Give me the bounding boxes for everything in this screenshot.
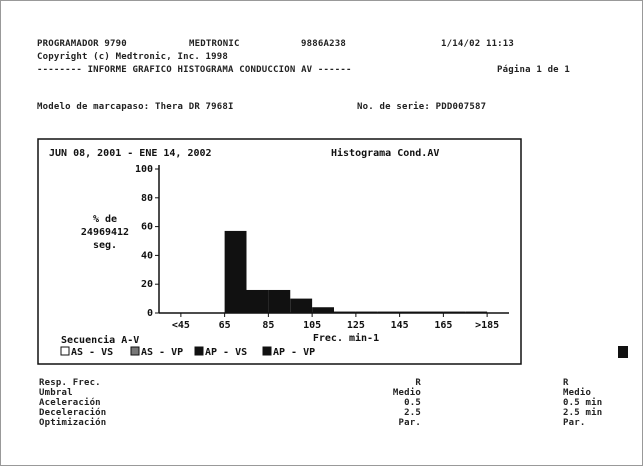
parameter-cell: Aceleración	[39, 398, 101, 408]
maker: MEDTRONIC	[189, 39, 240, 49]
parameter-cell: Par.	[398, 418, 421, 428]
y-tick-label: 60	[141, 222, 153, 233]
bar	[443, 311, 466, 313]
x-tick-label: <45	[172, 320, 190, 331]
parameter-cell: Resp. Frec.	[39, 378, 101, 388]
model: Modelo de marcapaso: Thera DR 7968I	[37, 102, 234, 112]
bar	[465, 311, 488, 313]
legend-swatch	[262, 346, 272, 356]
parameter-cell: Par.	[563, 418, 586, 428]
page-number: Página 1 de 1	[497, 65, 571, 75]
y-axis-label: % de	[93, 214, 117, 225]
bar	[268, 289, 291, 313]
y-tick-label: 20	[141, 279, 153, 290]
x-tick-label: 85	[262, 320, 274, 331]
copyright: Copyright (c) Medtronic, Inc. 1998	[37, 52, 229, 62]
serial: No. de serie: PDD007587	[357, 102, 487, 112]
x-axis-label: Frec. min-1	[313, 332, 379, 344]
code: 9886A238	[301, 39, 346, 49]
report-title: -------- INFORME GRAFICO HISTOGRAMA COND…	[37, 65, 352, 75]
legend-swatch	[60, 346, 70, 356]
bar	[312, 307, 334, 313]
legend-swatch	[194, 346, 204, 356]
y-tick-label: 40	[141, 250, 153, 261]
y-axis-label: seg.	[93, 240, 117, 251]
bar	[399, 311, 422, 313]
bar	[334, 311, 356, 313]
legend-label: AP - VS	[205, 347, 247, 358]
parameter-cell: Umbral	[39, 388, 73, 398]
marker-square	[618, 346, 628, 358]
parameter-cell: R	[563, 378, 569, 388]
parameter-cell: Optimización	[39, 418, 107, 428]
x-tick-label: 165	[434, 320, 452, 331]
x-tick-label: 145	[391, 320, 409, 331]
parameter-cell: 0.5	[404, 398, 421, 408]
legend-label: AP - VP	[273, 347, 315, 358]
parameter-cell: 2.5 min	[563, 408, 603, 418]
x-tick-label: 125	[347, 320, 365, 331]
y-tick-label: 80	[141, 193, 153, 204]
bar	[290, 298, 313, 313]
bar	[246, 289, 269, 313]
x-tick-label: 105	[303, 320, 321, 331]
datetime: 1/14/02 11:13	[441, 39, 515, 49]
y-tick-label: 100	[135, 164, 153, 175]
bar	[377, 311, 400, 313]
legend-title: Secuencia A-V	[61, 334, 139, 346]
x-tick-label: 65	[219, 320, 231, 331]
bar	[355, 311, 378, 313]
legend-label: AS - VP	[141, 347, 183, 358]
bar	[421, 311, 444, 313]
parameter-cell: 0.5 min	[563, 398, 603, 408]
chart-frame	[37, 138, 522, 365]
bar	[224, 230, 247, 313]
y-tick-label: 0	[147, 308, 153, 319]
parameter-cell: Medio	[392, 388, 421, 398]
parameter-cell: 2.5	[404, 408, 421, 418]
legend-label: AS - VS	[71, 347, 113, 358]
chart-title: JUN 08, 2001 - ENE 14, 2002	[49, 148, 212, 159]
programmer: PROGRAMADOR 9790	[37, 39, 127, 49]
parameter-cell: Medio	[563, 388, 592, 398]
y-axis-label: 24969412	[81, 227, 129, 238]
parameter-cell: Deceleración	[39, 408, 107, 418]
parameter-cell: R	[415, 378, 421, 388]
legend-swatch	[130, 346, 140, 356]
x-tick-label: >185	[475, 320, 499, 331]
chart-subtitle: Histograma Cond.AV	[331, 147, 439, 159]
